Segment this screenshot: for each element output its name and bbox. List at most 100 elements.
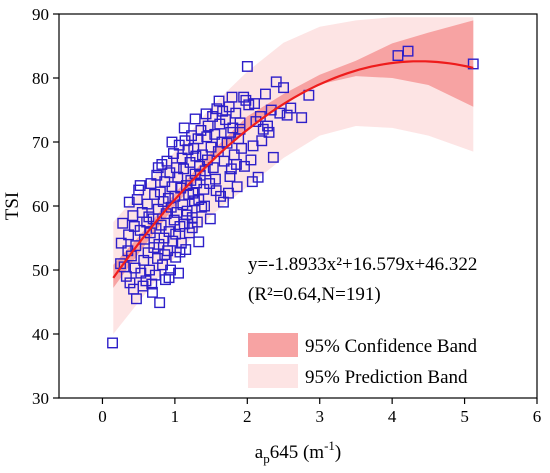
data-point — [196, 201, 208, 213]
y-tick-label: 40 — [32, 325, 49, 344]
data-point — [180, 244, 192, 256]
data-point — [170, 228, 182, 240]
data-point — [238, 160, 250, 172]
data-point — [204, 213, 216, 225]
data-point — [120, 270, 132, 282]
y-tick-label: 50 — [32, 261, 49, 280]
equation-annotation: y=-1.8933x²+16.579x+46.322 — [248, 254, 477, 275]
x-axis-title-rest: 645 (m — [270, 442, 325, 463]
data-point — [166, 136, 178, 148]
data-point — [270, 76, 282, 88]
data-point — [128, 220, 140, 232]
data-point — [198, 183, 210, 195]
data-point — [274, 107, 286, 119]
legend: 95% Confidence Band 95% Prediction Band — [248, 333, 478, 388]
data-point — [151, 169, 163, 181]
data-point — [155, 219, 167, 231]
data-point — [249, 98, 261, 110]
x-tick-label: 2 — [243, 407, 252, 426]
confidence-band — [113, 20, 474, 288]
data-point — [224, 171, 236, 183]
data-point — [130, 293, 142, 305]
data-point — [130, 240, 142, 252]
prediction-band — [113, 17, 474, 334]
data-point — [192, 133, 204, 145]
data-point — [182, 144, 194, 156]
data-point — [165, 264, 177, 276]
data-point — [193, 236, 205, 248]
x-axis-title-sub: p — [263, 451, 270, 466]
data-point — [230, 158, 242, 170]
data-point — [209, 173, 221, 185]
data-point — [281, 109, 293, 121]
data-point — [402, 45, 414, 57]
data-point — [220, 114, 232, 126]
data-point — [161, 155, 173, 167]
data-point — [467, 58, 479, 70]
data-point — [163, 272, 175, 284]
data-point — [178, 122, 190, 134]
bands-layer — [113, 17, 474, 334]
data-point — [190, 150, 202, 162]
data-point — [178, 163, 190, 175]
data-point — [154, 297, 166, 309]
data-point — [211, 103, 223, 115]
x-tick-label: 6 — [533, 407, 542, 426]
ticks-layer: 0 1 2 3 4 5 6 30 40 50 60 70 80 90 — [32, 5, 541, 426]
data-point — [218, 155, 230, 167]
data-point — [207, 162, 219, 174]
y-tick-label: 30 — [32, 389, 49, 408]
data-point — [201, 131, 213, 143]
data-point — [257, 123, 269, 135]
y-tick-label: 80 — [32, 69, 49, 88]
data-point — [134, 180, 146, 192]
data-point — [243, 99, 255, 111]
data-point — [247, 140, 259, 152]
data-point — [260, 88, 271, 100]
data-point — [145, 178, 157, 190]
data-point — [152, 162, 164, 174]
data-point — [189, 113, 201, 125]
x-axis-title-sup: -1 — [324, 438, 335, 453]
data-point — [124, 277, 136, 289]
data-point — [209, 128, 221, 140]
data-point — [174, 246, 186, 258]
x-axis-title: ap645 (m-1) — [255, 438, 341, 466]
data-point — [199, 200, 211, 212]
data-point — [115, 237, 127, 249]
data-point — [234, 117, 246, 129]
legend-prediction-swatch — [248, 364, 298, 388]
data-point — [149, 188, 161, 200]
x-tick-label: 0 — [98, 407, 107, 426]
data-point — [267, 151, 279, 163]
data-point — [226, 91, 238, 103]
data-point — [123, 196, 135, 208]
data-point — [217, 196, 229, 208]
data-point — [278, 82, 289, 94]
data-point — [231, 181, 243, 193]
data-point — [172, 171, 184, 183]
data-point — [141, 198, 153, 210]
data-point — [180, 209, 192, 221]
data-point — [285, 102, 297, 114]
data-point — [186, 222, 198, 234]
data-point — [234, 123, 246, 135]
x-tick-label: 1 — [171, 407, 180, 426]
data-point — [210, 185, 222, 197]
data-point — [200, 108, 212, 120]
y-tick-label: 70 — [32, 133, 49, 152]
data-point — [167, 235, 179, 247]
stats-annotation: (R²=0.64,N=191) — [248, 284, 381, 305]
data-point — [159, 249, 171, 261]
x-axis-title-close: ) — [335, 442, 341, 463]
data-point — [296, 112, 308, 124]
y-tick-label: 90 — [32, 5, 49, 24]
y-axis-title: TSI — [2, 192, 23, 221]
data-point — [143, 211, 155, 223]
x-tick-label: 5 — [460, 407, 469, 426]
x-axis-title-main: a — [255, 442, 264, 463]
x-tick-label: 4 — [388, 407, 397, 426]
x-tick-label: 3 — [315, 407, 324, 426]
data-point — [107, 337, 119, 349]
